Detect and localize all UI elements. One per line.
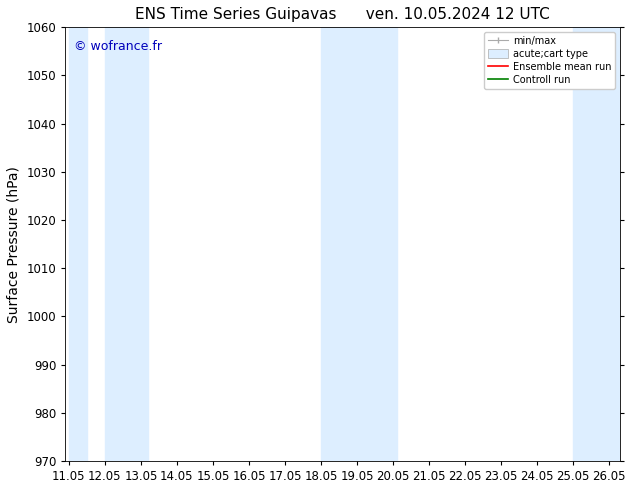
Bar (321, 27, 397, 461)
Bar (105, 27, 148, 461)
Bar (573, 27, 620, 461)
Legend: min/max, acute;cart type, Ensemble mean run, Controll run: min/max, acute;cart type, Ensemble mean … (484, 32, 615, 89)
Text: © wofrance.fr: © wofrance.fr (74, 40, 162, 53)
Bar (69, 27, 87, 461)
Y-axis label: Surface Pressure (hPa): Surface Pressure (hPa) (7, 166, 21, 322)
Title: ENS Time Series Guipavas      ven. 10.05.2024 12 UTC: ENS Time Series Guipavas ven. 10.05.2024… (135, 7, 550, 22)
